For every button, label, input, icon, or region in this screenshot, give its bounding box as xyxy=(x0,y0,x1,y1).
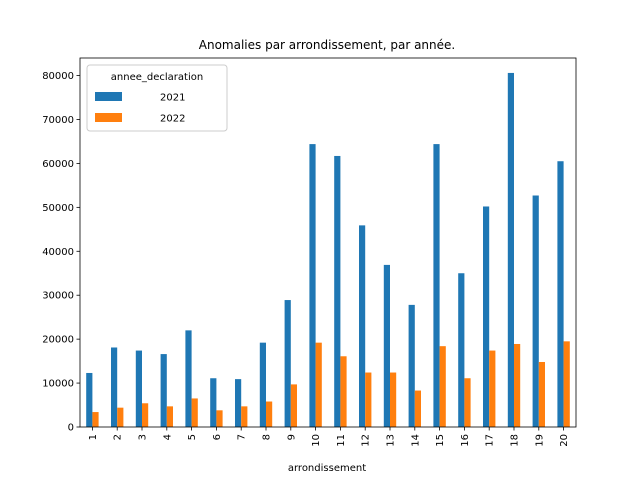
bar-2021-2 xyxy=(111,347,118,427)
bar-2022-4 xyxy=(166,406,173,427)
y-tick-label: 20000 xyxy=(42,335,74,346)
bar-2021-13 xyxy=(383,264,390,427)
chart-title: Anomalies par arrondissement, par année. xyxy=(199,38,455,52)
y-tick-label: 0 xyxy=(68,423,74,434)
bar-2022-11 xyxy=(340,356,347,427)
bar-2022-12 xyxy=(365,372,372,427)
plot-area: 0 10000 20000 30000 40000 50000 60000 70000 8000… xyxy=(42,57,577,447)
x-tick-label-9: 9 xyxy=(286,434,297,440)
bar-2022-18 xyxy=(514,343,521,427)
bar-2021-10 xyxy=(309,144,316,427)
bar-2022-3 xyxy=(142,403,149,427)
legend-swatch-2022 xyxy=(95,113,122,122)
bar-2021-7 xyxy=(235,379,242,427)
x-tick-label-14: 14 xyxy=(410,434,421,447)
x-tick-label-17: 17 xyxy=(485,434,496,447)
bar-2021-17 xyxy=(483,206,490,427)
legend-label-2021: 2021 xyxy=(160,93,185,104)
bar-2022-8 xyxy=(266,401,273,427)
x-tick-label-3: 3 xyxy=(138,434,149,440)
bar-2021-6 xyxy=(210,378,217,427)
bar-2022-10 xyxy=(315,342,322,427)
bar-2021-20 xyxy=(557,161,564,428)
bar-2022-2 xyxy=(117,407,124,427)
x-tick-label-20: 20 xyxy=(559,434,570,447)
x-axis-label: arrondissement xyxy=(288,463,366,474)
bar-2021-3 xyxy=(135,350,142,427)
bar-2022-1 xyxy=(92,412,99,427)
bar-2021-19 xyxy=(532,195,539,427)
bar-2022-5 xyxy=(191,398,198,427)
bar-2021-8 xyxy=(259,342,266,427)
bar-2022-7 xyxy=(241,406,248,427)
x-tick-label-10: 10 xyxy=(311,434,322,447)
legend: annee_declaration 2021 2022 xyxy=(86,64,228,132)
y-tick-label: 10000 xyxy=(42,379,74,390)
bar-2021-4 xyxy=(160,354,167,427)
legend-swatch-2021 xyxy=(95,92,122,101)
x-tick-label-12: 12 xyxy=(361,434,372,447)
x-tick-label-13: 13 xyxy=(386,434,397,447)
bar-2022-6 xyxy=(216,410,223,427)
legend-label-2022: 2022 xyxy=(160,114,185,125)
bar-2021-5 xyxy=(185,330,192,427)
bar-2021-16 xyxy=(458,273,465,427)
x-tick-label-11: 11 xyxy=(336,434,347,447)
bar-2022-13 xyxy=(390,372,397,427)
bar-2022-15 xyxy=(439,346,446,427)
y-tick-label: 80000 xyxy=(42,71,74,82)
bar-2021-15 xyxy=(433,144,440,427)
bar-2022-16 xyxy=(464,378,471,427)
bar-2021-9 xyxy=(284,300,291,427)
x-tick-label-18: 18 xyxy=(510,434,521,447)
bar-2022-9 xyxy=(290,384,297,427)
x-tick-label-4: 4 xyxy=(162,434,173,440)
bar-2021-11 xyxy=(334,155,341,427)
y-tick-label: 60000 xyxy=(42,159,74,170)
bar-2021-12 xyxy=(359,225,366,427)
bar-2021-1 xyxy=(86,372,93,427)
x-tick-label-19: 19 xyxy=(534,434,545,447)
x-tick-label-16: 16 xyxy=(460,434,471,447)
bar-2022-19 xyxy=(538,361,545,427)
x-tick-label-8: 8 xyxy=(262,434,273,440)
bar-2021-18 xyxy=(507,72,514,427)
legend-items: 2021 2022 xyxy=(95,92,185,125)
bar-2021-14 xyxy=(408,304,415,427)
bar-2022-20 xyxy=(563,341,570,427)
x-tick-label-1: 1 xyxy=(88,434,99,440)
x-tick-label-2: 2 xyxy=(113,434,124,440)
x-tick-label-6: 6 xyxy=(212,434,223,440)
y-tick-label: 40000 xyxy=(42,247,74,258)
bar-2022-14 xyxy=(414,390,421,427)
bar-2022-17 xyxy=(489,350,496,427)
y-tick-label: 50000 xyxy=(42,203,74,214)
x-tick-label-15: 15 xyxy=(435,434,446,447)
x-tick-label-7: 7 xyxy=(237,434,248,440)
y-tick-label: 30000 xyxy=(42,291,74,302)
y-tick-label: 70000 xyxy=(42,115,74,126)
legend-title: annee_declaration xyxy=(111,72,203,83)
plot-frame xyxy=(79,57,577,428)
x-tick-label-5: 5 xyxy=(187,434,198,440)
